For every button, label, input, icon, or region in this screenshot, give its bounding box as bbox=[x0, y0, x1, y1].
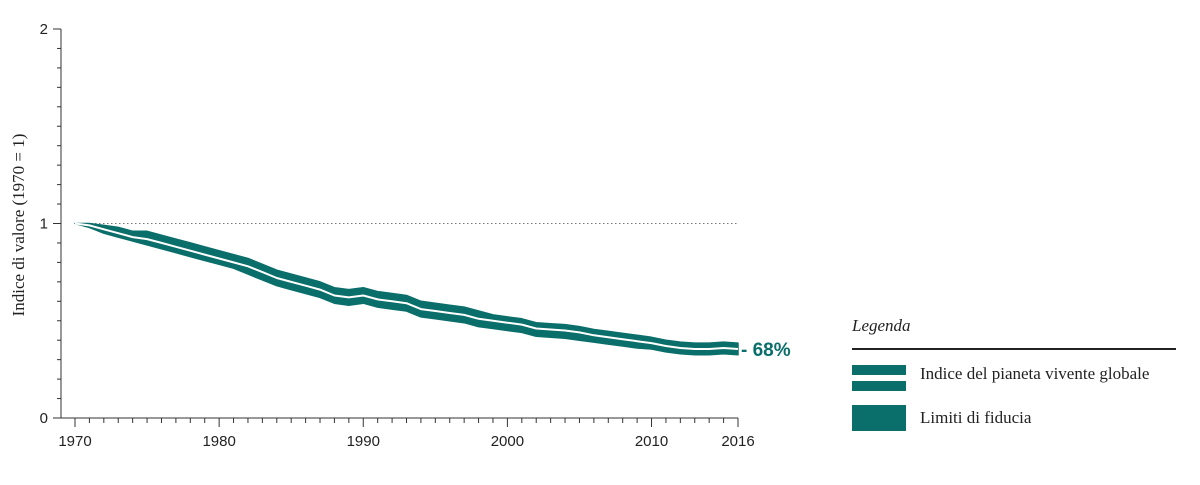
x-tick-label: 2016 bbox=[721, 433, 754, 450]
y-tick-label: 1 bbox=[40, 216, 48, 233]
x-tick-label: 1980 bbox=[202, 433, 235, 450]
legend-swatch-index-line bbox=[852, 365, 906, 391]
legend-item-confidence: Limiti di fiducia bbox=[852, 405, 1176, 431]
index-line-layer bbox=[74, 222, 739, 350]
legend-swatch-confidence-band bbox=[852, 405, 906, 431]
legend-label-index: Indice del pianeta vivente globale bbox=[920, 364, 1150, 383]
end-change-label: - 68% bbox=[741, 340, 791, 361]
legend-label-confidence: Limiti di fiducia bbox=[920, 408, 1032, 427]
confidence-band bbox=[74, 222, 739, 356]
index-line bbox=[74, 222, 739, 350]
y-tick-label: 2 bbox=[40, 21, 48, 38]
x-tick-label: 2000 bbox=[491, 433, 524, 450]
confidence-band-layer bbox=[74, 222, 739, 356]
x-tick-label: 1970 bbox=[58, 433, 91, 450]
legend: Legenda Indice del pianeta vivente globa… bbox=[852, 316, 1176, 431]
legend-item-index: Indice del pianeta vivente globale bbox=[852, 364, 1176, 391]
y-tick-label: 0 bbox=[40, 410, 48, 427]
x-tick-label: 1990 bbox=[347, 433, 380, 450]
y-axis-label: Indice di valore (1970 = 1) bbox=[9, 134, 28, 317]
x-tick-label: 2010 bbox=[635, 433, 668, 450]
legend-title: Legenda bbox=[852, 316, 1176, 350]
axes: 0 1 2 1970 1980 1990 2000 2010 2016 bbox=[40, 21, 755, 450]
